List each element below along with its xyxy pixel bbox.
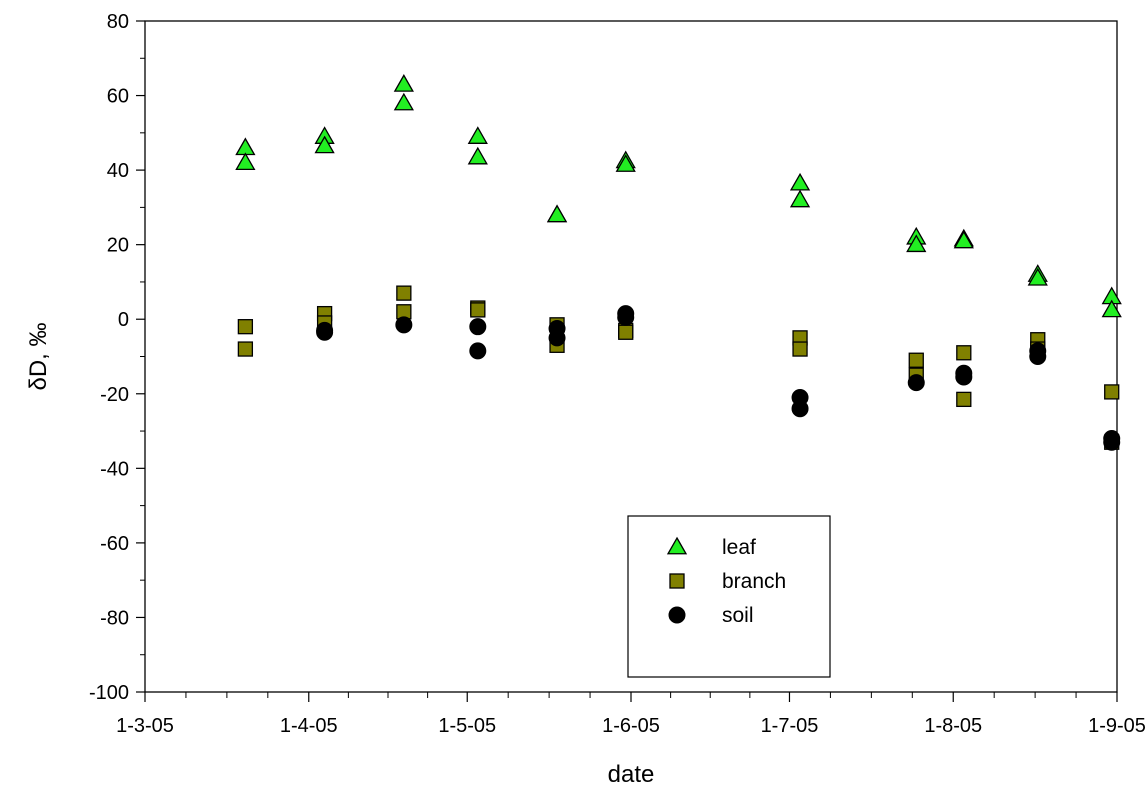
y-tick-label: -40 [100,458,129,480]
soil-point [791,400,809,418]
x-tick-label: 1-8-05 [924,715,982,737]
soil-point [617,308,635,326]
branch-point [1104,384,1120,400]
x-tick-label: 1-6-05 [602,715,660,737]
branch-point [237,319,254,335]
leaf-point [314,135,335,154]
leaf-point [953,230,974,249]
branch-point [908,352,924,368]
y-tick-label: -20 [100,384,129,406]
legend-branch-label: branch [722,570,786,593]
legend: leaf branch soil [627,515,831,678]
y-tick-label: -100 [89,682,129,704]
y-tick-label: 0 [118,309,129,331]
soil-point [548,329,566,347]
leaf-point [467,146,488,165]
y-axis: -100 -80 -60 -40 -20 0 20 40 60 80 [89,11,145,704]
soil-point [395,316,413,334]
x-tick-label: 1-7-05 [761,715,819,737]
legend-soil-label: soil [722,604,754,627]
legend-soil-marker [668,606,686,624]
y-tick-label: 60 [107,86,129,108]
legend-box [627,515,831,678]
leaf-point [235,152,256,171]
leaf-point [235,137,256,156]
branch-point [792,341,808,357]
y-tick-label: 40 [107,160,129,182]
soil-point [469,318,487,336]
x-tick-label: 1-9-05 [1088,715,1146,737]
leaf-point [789,172,811,191]
branch-point [237,341,254,357]
branch-point [956,345,972,361]
soil-point [469,342,487,360]
soil-point [1103,433,1121,451]
legend-branch-marker [669,573,685,589]
x-tick-label: 1-3-05 [116,715,174,737]
soil-point [955,368,973,386]
leaf-point [1027,267,1048,286]
series-leaf [235,74,1122,318]
legend-leaf-label: leaf [722,536,756,559]
series-soil [316,305,1121,451]
x-axis-title: date [608,761,655,788]
y-tick-label: 80 [107,11,129,33]
branch-point [956,391,972,408]
x-tick-label: 1-4-05 [280,715,338,737]
leaf-point [467,126,488,144]
branch-point [618,324,634,340]
leaf-point [393,74,414,92]
legend-leaf-marker [666,536,688,555]
leaf-point [906,234,927,253]
series-branch [237,285,1120,450]
y-tick-label: 20 [107,235,129,257]
soil-point [1029,348,1047,365]
branch-point [396,285,412,301]
branch-point [470,302,486,318]
leaf-point [615,154,636,172]
data-points [235,74,1122,451]
leaf-point [789,189,811,208]
x-tick-label: 1-5-05 [438,715,496,737]
soil-point [316,323,334,341]
y-axis-title: δD, ‰ [25,322,52,390]
leaf-point [546,204,568,223]
soil-point [907,374,925,392]
leaf-point [1101,299,1122,318]
leaf-point [393,92,414,111]
x-axis: 1-3-05 1-4-05 1-5-05 1-6-05 1-7-05 1-8-05 1-9-… [116,692,1146,737]
y-tick-label: -60 [100,533,129,555]
y-tick-label: -80 [100,607,129,629]
